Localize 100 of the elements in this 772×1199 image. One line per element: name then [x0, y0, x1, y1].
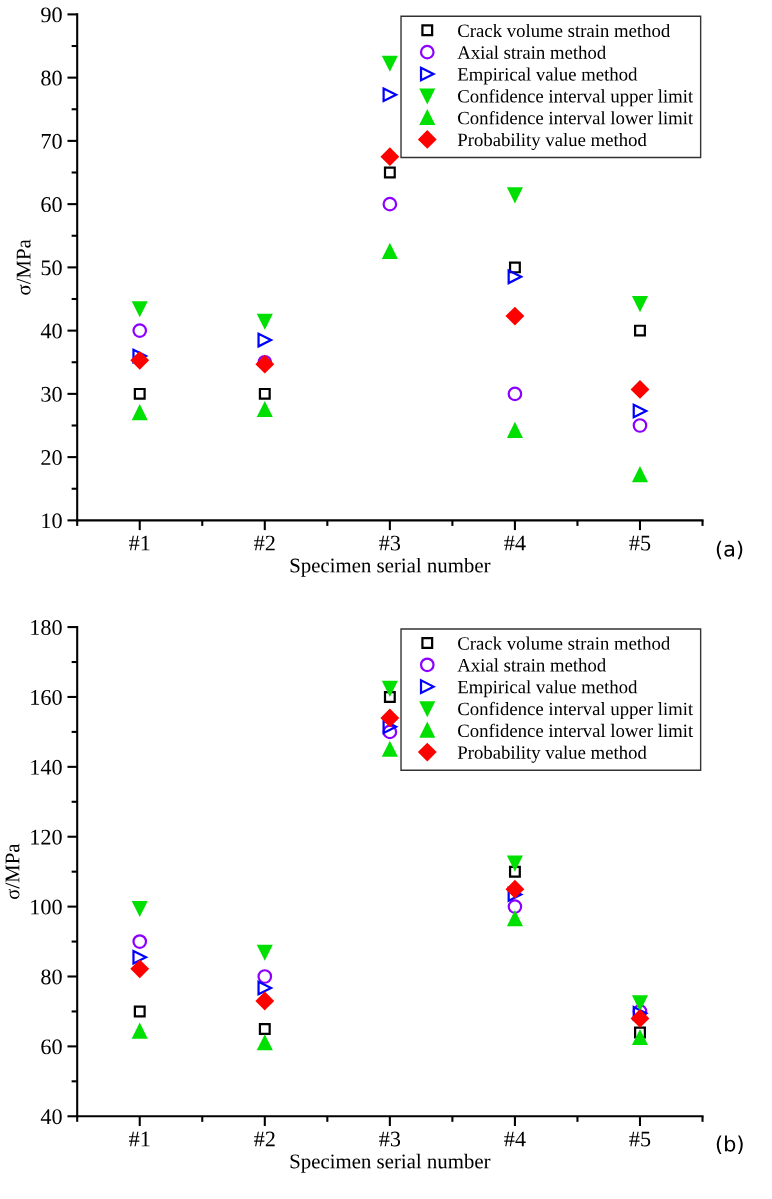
point	[382, 680, 398, 696]
point	[507, 386, 523, 402]
point	[257, 332, 273, 348]
point	[255, 991, 274, 1010]
x-tick-label: #1	[129, 1131, 150, 1147]
point	[257, 402, 273, 418]
point	[382, 724, 398, 740]
legend-label: Probability value method	[457, 745, 647, 763]
legend-label: Empirical value method	[457, 67, 638, 85]
point	[508, 865, 521, 878]
point	[631, 1009, 649, 1028]
point	[257, 980, 273, 996]
point	[382, 719, 398, 735]
point	[132, 1023, 148, 1039]
point	[505, 880, 524, 899]
point	[132, 323, 148, 338]
y-tick-label: 40	[40, 323, 62, 339]
legend-label: Axial strain method	[457, 658, 606, 672]
point	[133, 387, 146, 400]
legend-label: Probability value method	[457, 132, 647, 151]
point	[382, 87, 398, 103]
y-tick-label: 140	[31, 759, 62, 775]
point	[631, 380, 649, 399]
point	[508, 261, 521, 274]
y-tick-label: 80	[41, 969, 62, 985]
point	[383, 166, 396, 179]
point	[505, 307, 524, 326]
legend-label: Empirical value method	[457, 680, 638, 698]
y-tick-label: 60	[41, 1039, 62, 1055]
x-tick-label: #5	[629, 1131, 651, 1147]
legend-label: Confidence interval lower limit	[458, 723, 694, 738]
point	[507, 269, 523, 285]
point	[507, 855, 523, 871]
y-tick-label: 120	[31, 829, 62, 845]
point	[507, 911, 523, 927]
point	[382, 742, 398, 757]
point	[634, 1026, 646, 1039]
point	[258, 1022, 271, 1035]
x-tick-label: #3	[379, 1131, 401, 1147]
point	[507, 899, 523, 914]
point	[634, 324, 646, 337]
point	[632, 1030, 648, 1046]
text: (a)	[716, 540, 743, 560]
point	[383, 690, 396, 703]
point	[507, 423, 523, 438]
point	[258, 387, 271, 400]
point	[632, 995, 648, 1011]
y-tick-label: 160	[31, 689, 62, 705]
point	[382, 244, 398, 259]
point	[632, 403, 648, 419]
legend-label: Crack volume strain method	[458, 636, 671, 650]
y-tick-label: 50	[41, 260, 62, 276]
point	[132, 934, 148, 949]
point	[382, 196, 398, 212]
point	[382, 55, 398, 71]
point	[132, 301, 148, 316]
x-tick-label: #5	[629, 535, 651, 551]
legend-label: Confidence interval lower limit	[458, 110, 694, 125]
point	[130, 351, 149, 370]
y-tick-label: 30	[41, 386, 62, 402]
x-tick-label: #2	[254, 535, 275, 551]
y-tick-label: 10	[42, 513, 62, 529]
point	[130, 959, 149, 978]
y-tick-label: 80	[41, 70, 62, 86]
legend-label: Confidence interval upper limit	[458, 701, 694, 720]
point	[632, 467, 648, 483]
y-tick-label: 180	[31, 620, 62, 636]
point	[133, 1005, 146, 1018]
x-axis-title: Specimen serial number	[290, 557, 491, 577]
point	[132, 405, 148, 421]
y-tick-label: 100	[31, 899, 62, 915]
x-tick-label: #2	[254, 1131, 275, 1147]
point	[257, 1035, 273, 1051]
point	[132, 949, 148, 965]
point	[255, 355, 274, 374]
text: (b)	[716, 1135, 743, 1155]
point	[257, 944, 273, 960]
x-tick-label: #3	[379, 535, 401, 551]
legend-label: Confidence interval upper limit	[458, 89, 694, 107]
legend-label: Axial strain method	[457, 45, 606, 59]
point	[257, 313, 273, 329]
point	[507, 187, 523, 202]
legend-label: Crack volume strain method	[458, 23, 671, 38]
point	[257, 969, 273, 984]
y-tick-label: 20	[41, 450, 62, 466]
x-tick-label: #1	[129, 535, 150, 551]
y-tick-label: 40	[40, 1109, 62, 1125]
x-tick-label: #4	[504, 535, 526, 551]
y-tick-label: 60	[41, 197, 62, 213]
point	[632, 296, 648, 311]
y-tick-label: 70	[41, 133, 62, 149]
point	[380, 147, 399, 166]
x-axis-title: Specimen serial number	[290, 1153, 491, 1173]
y-axis-title: σ/MPa	[5, 843, 20, 900]
x-tick-label: #4	[504, 1131, 526, 1147]
point	[632, 418, 648, 433]
point	[132, 901, 148, 916]
y-axis-title: σ/MPa	[16, 239, 31, 295]
y-tick-label: 90	[41, 7, 62, 23]
point	[380, 708, 399, 727]
